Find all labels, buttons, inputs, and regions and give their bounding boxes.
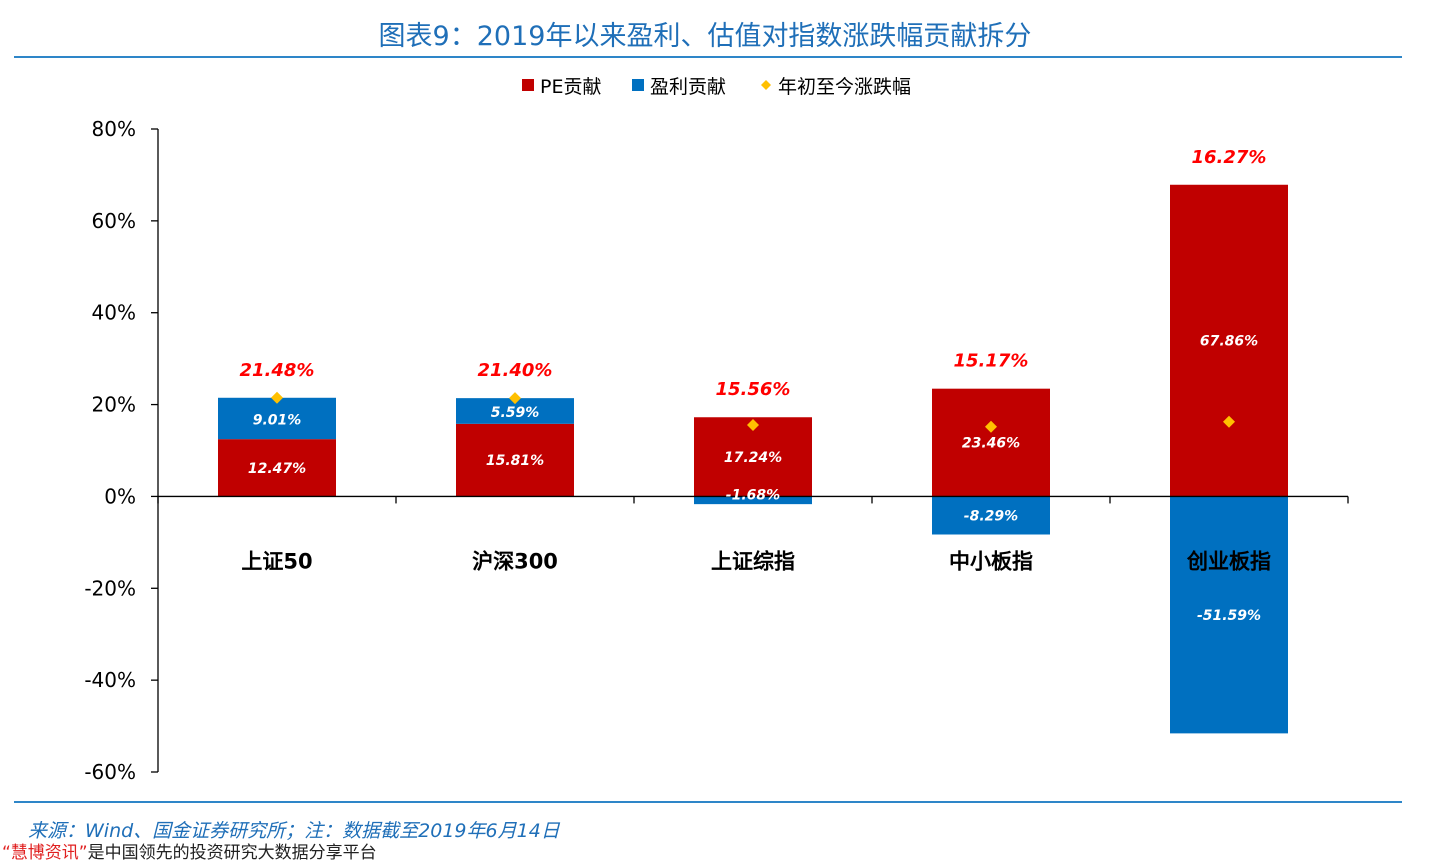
footer-brand: “慧博资讯”	[2, 843, 88, 863]
profit-value-label: 9.01%	[253, 412, 302, 428]
pe-value-label: 23.46%	[962, 436, 1020, 452]
y-axis: 80% 60% 40% 20% 0% -20% -40% -60%	[84, 117, 159, 784]
pe-value-label: 17.24%	[724, 450, 782, 466]
source-rule	[14, 801, 1402, 803]
title-rule	[14, 56, 1402, 58]
pe-value-label: 67.86%	[1200, 334, 1258, 350]
pe-bar	[456, 423, 574, 497]
profit-value-label: -1.68%	[726, 487, 780, 503]
total-value-label: 21.48%	[240, 360, 315, 381]
ytd-marker	[1223, 415, 1235, 428]
profit-bar	[218, 397, 336, 440]
y-tick-label: 20%	[92, 393, 136, 417]
y-tick-label: -20%	[84, 576, 136, 600]
y-tick-label: 60%	[92, 209, 136, 233]
profit-bar	[694, 496, 812, 505]
chart-title: 图表9：2019年以来盈利、估值对指数涨跌幅贡献拆分	[378, 21, 1032, 52]
data-labels: 12.47% 9.01% 21.48% 15.81% 5.59% 21.40% 17.24%…	[240, 147, 1267, 624]
x-category-label: 上证综指	[711, 549, 795, 573]
legend-swatch	[761, 80, 771, 90]
total-value-label: 16.27%	[1192, 147, 1267, 168]
ytd-marker	[271, 391, 283, 404]
y-tick-label: -40%	[84, 668, 136, 692]
x-category-label: 上证50	[241, 549, 312, 573]
pe-bar	[932, 388, 1050, 497]
x-category-label: 沪深300	[472, 549, 558, 573]
profit-value-label: 5.59%	[491, 405, 540, 421]
legend-label: 年初至今涨跌幅	[778, 76, 911, 98]
total-value-label: 21.40%	[478, 360, 553, 381]
legend-swatch	[522, 79, 534, 91]
y-tick-label: -60%	[84, 760, 136, 784]
legend-swatch	[632, 79, 644, 91]
stacked-bar-chart: PE贡献 盈利贡献 年初至今涨跌幅 80% 60% 40% 20% 0% -20% -40% -6…	[84, 76, 1349, 784]
profit-bar	[932, 496, 1050, 535]
total-value-label: 15.56%	[716, 379, 791, 400]
footer: “慧博资讯”是中国领先的投资研究大数据分享平台	[2, 838, 377, 863]
bars	[218, 184, 1288, 734]
pe-bar	[218, 439, 336, 497]
legend-label: 盈利贡献	[650, 76, 726, 98]
legend-label: PE贡献	[540, 76, 601, 98]
x-category-label: 中小板指	[949, 549, 1033, 573]
footer-text: 是中国领先的投资研究大数据分享平台	[87, 843, 377, 863]
profit-value-label: -51.59%	[1197, 608, 1261, 624]
y-tick-label: 80%	[92, 117, 136, 141]
total-value-label: 15.17%	[954, 351, 1029, 372]
x-axis: 上证50 沪深300 上证综指 中小板指 创业板指	[157, 495, 1349, 573]
pe-value-label: 15.81%	[486, 453, 544, 469]
ytd-marker	[747, 418, 759, 431]
x-category-label: 创业板指	[1186, 549, 1271, 573]
pe-value-label: 12.47%	[248, 461, 306, 477]
ytd-marker	[985, 420, 997, 433]
pe-bar	[1170, 184, 1288, 497]
legend: PE贡献 盈利贡献 年初至今涨跌幅	[522, 76, 911, 98]
source-note: 来源：Wind、国金证券研究所；注：数据截至2019年6月14日	[28, 820, 560, 842]
profit-bar	[1170, 496, 1288, 734]
profit-value-label: -8.29%	[964, 508, 1018, 524]
y-tick-label: 40%	[92, 301, 136, 325]
ytd-marker	[509, 392, 521, 405]
y-tick-label: 0%	[104, 484, 136, 508]
